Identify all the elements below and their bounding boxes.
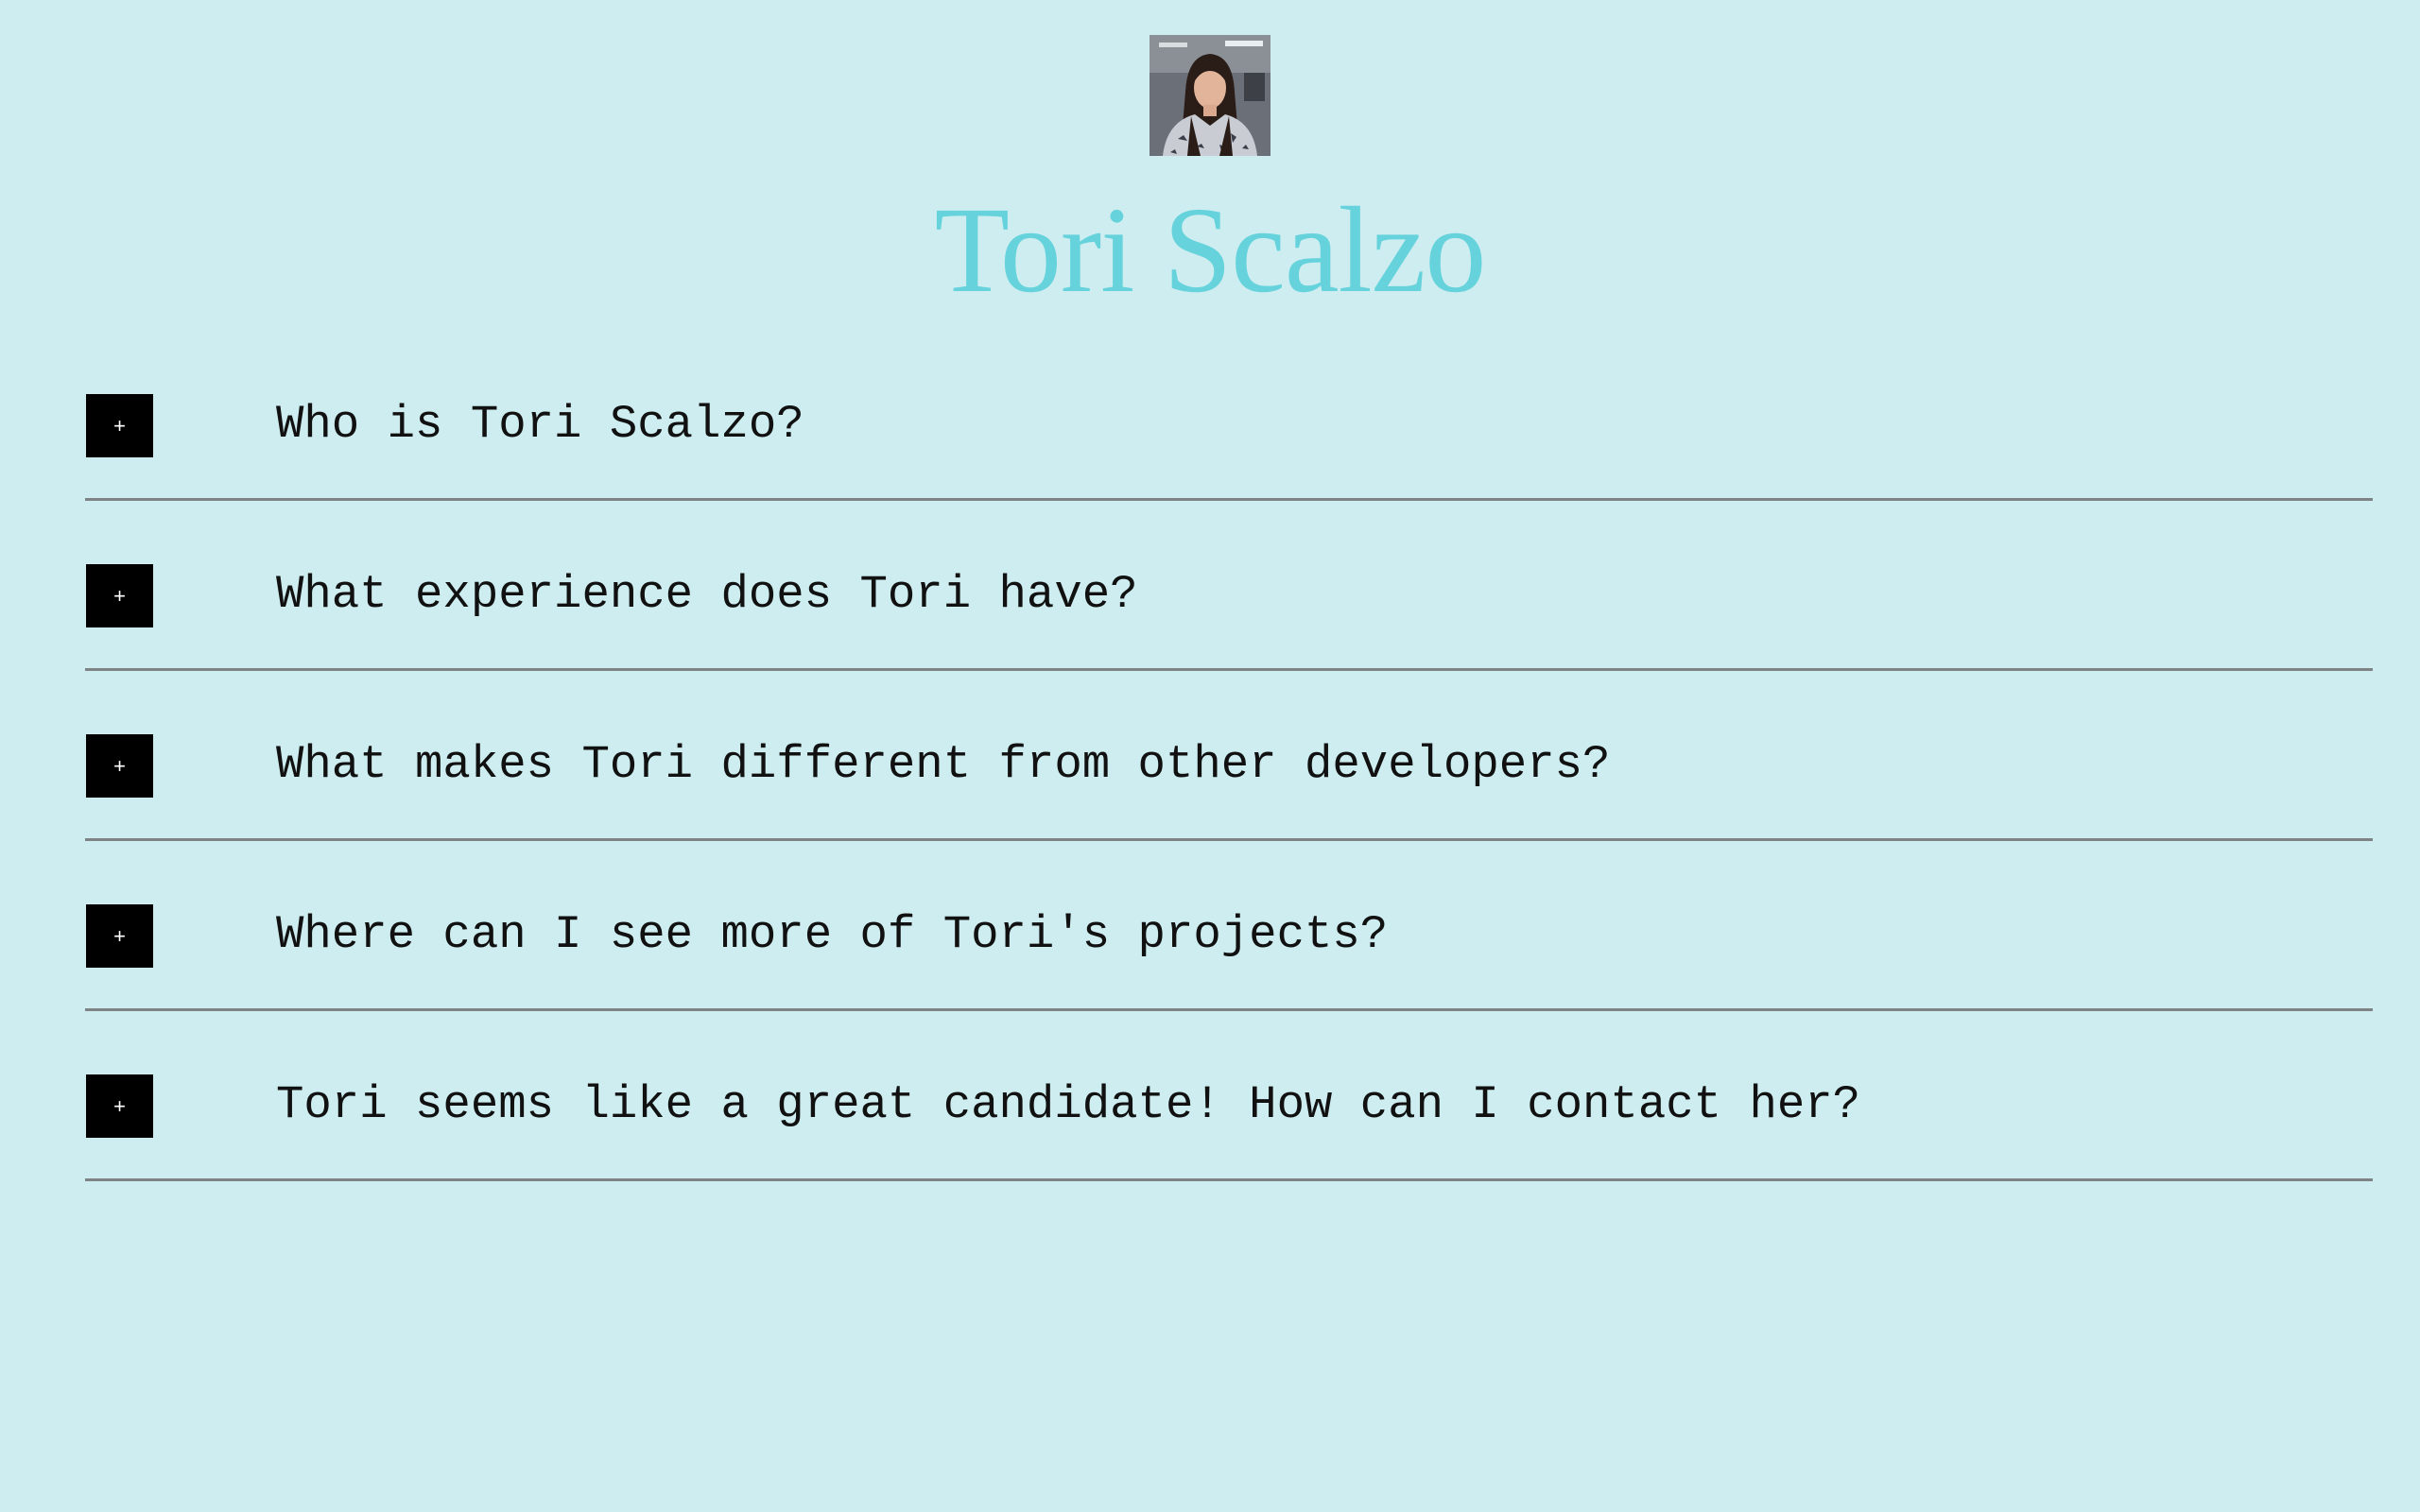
- faq-question[interactable]: Tori seems like a great candidate! How c…: [276, 1078, 1861, 1131]
- expand-toggle-button[interactable]: +: [86, 394, 153, 457]
- faq-list: + Who is Tori Scalzo? + What experience …: [85, 333, 2373, 1183]
- faq-item: + What experience does Tori have?: [85, 503, 2373, 671]
- faq-question[interactable]: What experience does Tori have?: [276, 568, 1138, 621]
- faq-item: + Who is Tori Scalzo?: [85, 333, 2373, 501]
- faq-question[interactable]: What makes Tori different from other dev…: [276, 738, 1611, 791]
- faq-question[interactable]: Where can I see more of Tori's projects?: [276, 908, 1389, 961]
- page-title: Tori Scalzo: [934, 182, 1487, 318]
- expand-toggle-button[interactable]: +: [86, 564, 153, 627]
- person-photo-icon: [1150, 35, 1270, 156]
- expand-toggle-button[interactable]: +: [86, 904, 153, 968]
- expand-toggle-button[interactable]: +: [86, 1074, 153, 1138]
- profile-avatar: [1150, 35, 1270, 156]
- expand-toggle-button[interactable]: +: [86, 734, 153, 798]
- faq-item: + What makes Tori different from other d…: [85, 673, 2373, 841]
- faq-item: + Where can I see more of Tori's project…: [85, 843, 2373, 1011]
- faq-item: + Tori seems like a great candidate! How…: [85, 1013, 2373, 1181]
- faq-question[interactable]: Who is Tori Scalzo?: [276, 398, 804, 451]
